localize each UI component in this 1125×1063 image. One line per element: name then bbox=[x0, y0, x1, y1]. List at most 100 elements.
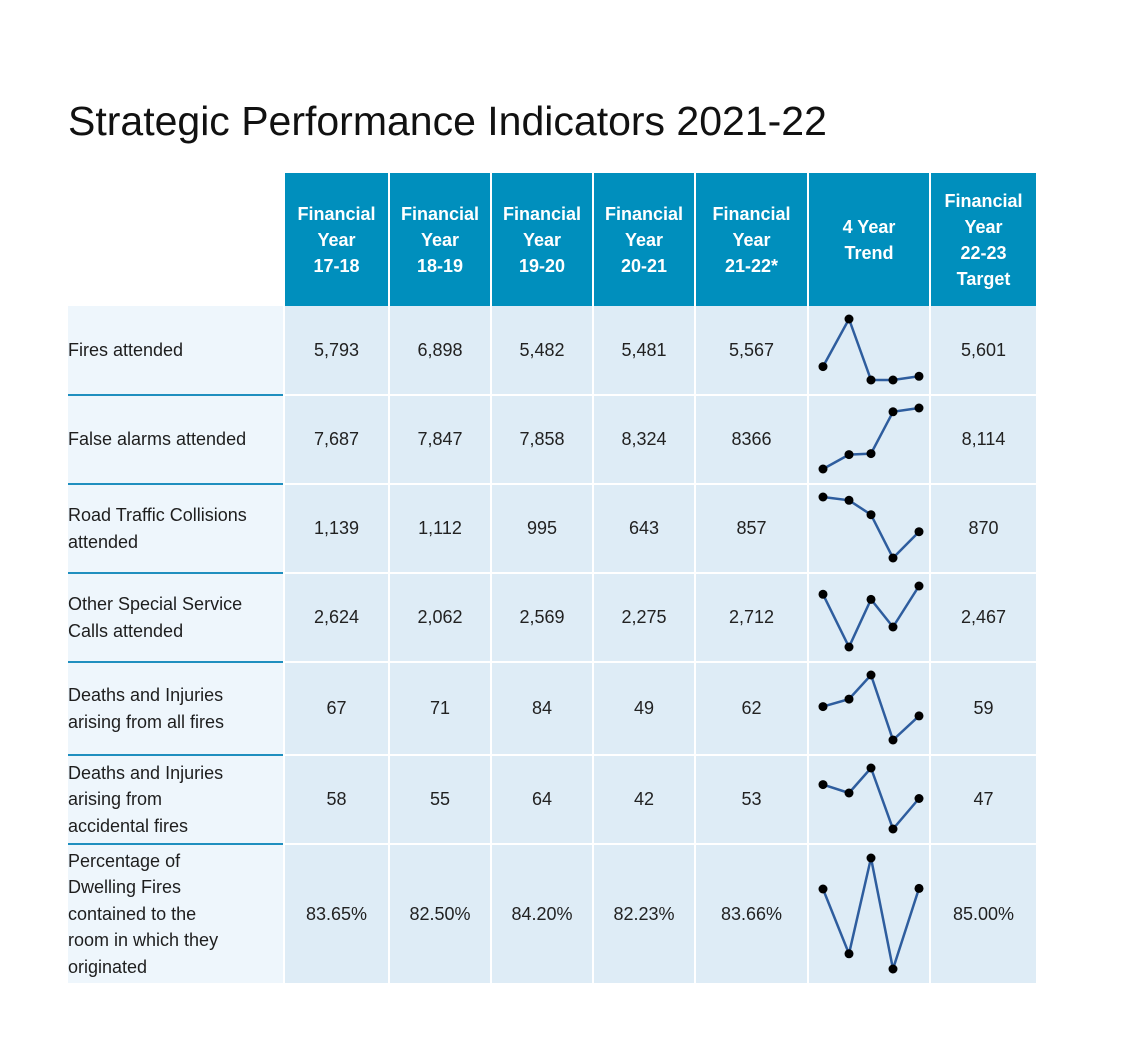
header-row: Financial Year 17-18 Financial Year 18-19 Fina… bbox=[68, 173, 1036, 306]
trend-point bbox=[888, 824, 898, 834]
target-cell: 8,114 bbox=[929, 394, 1036, 484]
trend-sparkline bbox=[818, 492, 924, 563]
trend-line bbox=[821, 315, 920, 381]
header-line: Financial bbox=[604, 203, 684, 224]
header-line: Financial bbox=[944, 190, 1023, 211]
row-label-line: room in which they bbox=[68, 930, 219, 951]
trend-point bbox=[866, 670, 876, 680]
trend-cell bbox=[807, 306, 930, 395]
row-label: Fires attended bbox=[68, 306, 284, 395]
header-fy-17-18: Financial Year 17-18 bbox=[283, 173, 389, 306]
target-cell: 5,601 bbox=[929, 306, 1036, 395]
trend-point bbox=[914, 883, 924, 893]
row-label-line: arising from all fires bbox=[68, 711, 225, 732]
trend-sparkline bbox=[818, 403, 924, 474]
row-label-line: Dwelling Fires bbox=[68, 877, 182, 898]
value-cell: 2,712 bbox=[694, 572, 808, 662]
trend-cell bbox=[807, 394, 930, 484]
header-fy-18-19: Financial Year 18-19 bbox=[388, 173, 491, 306]
trend-point bbox=[844, 642, 854, 652]
trend-point bbox=[866, 853, 876, 862]
header-line: Trend bbox=[844, 242, 894, 263]
row-label-line: Calls attended bbox=[68, 620, 184, 641]
table-row: Deaths and Injuries arising from accidenta… bbox=[68, 754, 1036, 844]
row-label-line: Percentage of bbox=[68, 850, 181, 871]
header-line: Year bbox=[317, 229, 356, 250]
trend-line bbox=[822, 765, 920, 832]
value-cell: 5,567 bbox=[694, 306, 808, 395]
value-cell: 6,898 bbox=[388, 306, 491, 395]
row-label-line: False alarms attended bbox=[68, 429, 247, 450]
header-corner bbox=[68, 173, 284, 306]
trend-point bbox=[818, 361, 828, 371]
row-label: Percentage of Dwelling Fires contained to … bbox=[68, 843, 284, 983]
row-label: Deaths and Injuries arising from all fire… bbox=[68, 661, 284, 755]
trend-sparkline bbox=[818, 314, 924, 384]
header-fy-21-22: Financial Year 21-22* bbox=[694, 173, 808, 306]
trend-point bbox=[914, 711, 924, 721]
row-label: Road Traffic Collisions attended bbox=[68, 483, 284, 573]
trend-point bbox=[888, 375, 898, 384]
target-cell: 870 bbox=[929, 483, 1036, 573]
header-fy-19-20: Financial Year 19-20 bbox=[490, 173, 593, 306]
trend-point bbox=[844, 694, 854, 704]
table-row: False alarms attended 7,687 7,847 7,858 8,32… bbox=[68, 394, 1036, 484]
row-label-line: Deaths and Injuries bbox=[68, 685, 224, 705]
table-row: Road Traffic Collisions attended 1,139 1,11… bbox=[68, 483, 1036, 573]
header-line: 17-18 bbox=[313, 255, 360, 276]
value-cell: 643 bbox=[592, 483, 695, 573]
row-label-line: attended bbox=[68, 531, 139, 552]
page-title: Strategic Performance Indicators 2021-22 bbox=[68, 98, 827, 144]
trend-point bbox=[844, 495, 854, 505]
header-4-year-trend: 4 Year Trend bbox=[807, 173, 930, 306]
header-line: Financial bbox=[712, 203, 791, 224]
value-cell: 82.50% bbox=[388, 843, 491, 983]
table-row: Fires attended 5,793 6,898 5,482 5,481 5,567 5… bbox=[68, 306, 1036, 395]
header-line: Target bbox=[956, 268, 1011, 289]
trend-point bbox=[818, 884, 828, 893]
header-line: Financial bbox=[400, 203, 480, 224]
header-line: Financial bbox=[502, 203, 582, 224]
target-cell: 47 bbox=[929, 754, 1036, 844]
trend-point bbox=[914, 371, 924, 381]
trend-sparkline bbox=[818, 763, 924, 834]
value-cell: 995 bbox=[490, 483, 593, 573]
value-cell: 83.66% bbox=[694, 843, 808, 983]
trend-sparkline bbox=[818, 581, 924, 652]
header-line: 20-21 bbox=[620, 255, 668, 276]
trend-point bbox=[866, 375, 876, 384]
value-cell: 42 bbox=[592, 754, 695, 844]
value-cell: 5,482 bbox=[490, 306, 593, 395]
row-label: False alarms attended bbox=[68, 394, 284, 484]
value-cell: 82.23% bbox=[592, 843, 695, 983]
trend-cell bbox=[807, 483, 930, 573]
trend-point bbox=[914, 794, 924, 803]
header-line: Year bbox=[522, 229, 562, 250]
trend-point bbox=[818, 702, 828, 712]
row-label: Deaths and Injuries arising from accidenta… bbox=[68, 754, 284, 844]
header-line: Year bbox=[964, 216, 1003, 237]
value-cell: 83.65% bbox=[283, 843, 389, 983]
value-cell: 857 bbox=[694, 483, 808, 573]
trend-point bbox=[818, 589, 828, 599]
value-cell: 2,569 bbox=[490, 572, 593, 662]
trend-point bbox=[844, 314, 854, 323]
target-cell: 2,467 bbox=[929, 572, 1036, 662]
trend-line bbox=[821, 857, 921, 974]
row-label-line: contained to the bbox=[68, 903, 197, 924]
value-cell: 5,481 bbox=[592, 306, 695, 395]
table-body: Fires attended 5,793 6,898 5,482 5,481 5,567 5… bbox=[68, 306, 1036, 983]
value-cell: 49 bbox=[592, 661, 695, 755]
trend-line bbox=[822, 406, 920, 471]
trend-point bbox=[818, 464, 828, 474]
value-cell: 7,687 bbox=[283, 394, 389, 484]
value-cell: 7,858 bbox=[490, 394, 593, 484]
row-label-line: originated bbox=[68, 956, 148, 977]
trend-cell bbox=[807, 843, 930, 983]
target-cell: 59 bbox=[929, 661, 1036, 755]
value-cell: 53 bbox=[694, 754, 808, 844]
table-row: Other Special Service Calls attended 2,624… bbox=[68, 572, 1036, 662]
trend-cell bbox=[807, 572, 930, 662]
value-cell: 55 bbox=[388, 754, 491, 844]
header-line: 21-22* bbox=[724, 255, 779, 276]
